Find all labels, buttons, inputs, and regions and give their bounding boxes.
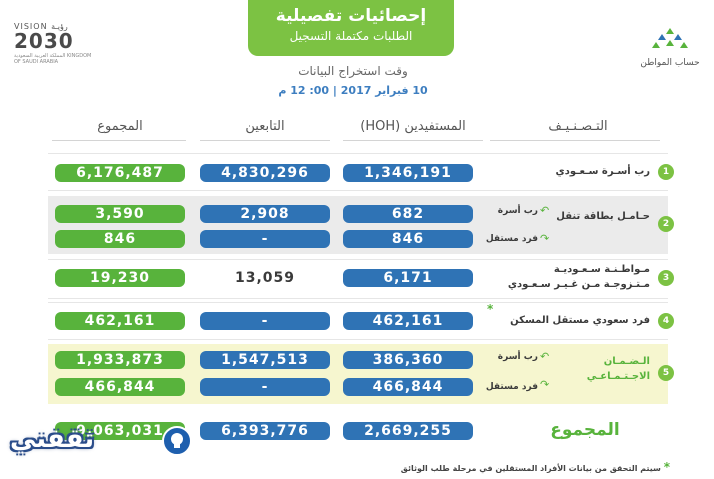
total-value: 462,161	[55, 312, 185, 330]
curved-arrow-icon: ↷	[540, 232, 550, 245]
dependents-value: 1,547,513	[200, 351, 330, 369]
dependents-value: -	[200, 230, 330, 248]
column-header-category: التـصـنـيـف	[548, 119, 608, 134]
row-category: الـضـمـان	[603, 356, 650, 367]
sub-category-label: رب أسرة	[497, 352, 538, 362]
citizen-mark-icon	[652, 28, 688, 48]
column-underline	[490, 140, 660, 141]
beneficiaries-value: 386,360	[343, 351, 473, 369]
grand-total-label: المجموع	[550, 420, 620, 440]
column-underline	[200, 140, 330, 141]
row-number-badge: 1	[658, 164, 674, 180]
extract-time-label: وقت استخراج البيانات	[298, 64, 408, 78]
page-title: إحصائيات تفصيلية	[275, 6, 427, 26]
column-header-dependents: التابعين	[245, 119, 285, 134]
row-category: حـامـل بطاقة تنقل	[556, 211, 650, 222]
dependents-value: 4,830,296	[200, 164, 330, 182]
beneficiaries-value: 846	[343, 230, 473, 248]
beneficiaries-value: 466,844	[343, 378, 473, 396]
row-number-badge: 2	[658, 216, 674, 232]
column-underline	[52, 140, 186, 141]
total-value: 19,230	[55, 269, 185, 287]
curved-arrow-icon: ↶	[540, 204, 550, 217]
sub-category-label: فرد مستقل	[485, 382, 538, 392]
vision-top-text: VISION رؤيـة	[14, 22, 68, 31]
dependents-value: -	[200, 312, 330, 330]
sub-category-label: رب أسرة	[497, 206, 538, 216]
row-category: الاجـتـمـاعـي	[586, 371, 650, 382]
row-number-badge: 3	[658, 270, 674, 286]
vision-subtitle: المملكة العربية السعودية KINGDOM OF SAUD…	[14, 53, 92, 65]
row-number-badge: 5	[658, 365, 674, 381]
footnote-text: سيتم التحقق من بيانات الأفراد المستقلين …	[400, 464, 661, 473]
dependents-value: 13,059	[234, 270, 296, 286]
grand-total-value: 9,063,031	[55, 422, 185, 440]
column-header-total: المجموع	[97, 119, 143, 134]
footnote-star: *	[487, 302, 494, 316]
watermark: ثقفني	[4, 416, 204, 472]
vision-year: 2030	[14, 29, 74, 53]
row-category: فرد سعودي مستقل المسكن	[510, 315, 650, 326]
dependents-value: -	[200, 378, 330, 396]
beneficiaries-value: 6,171	[343, 269, 473, 287]
total-value: 6,176,487	[55, 164, 185, 182]
total-value: 1,933,873	[55, 351, 185, 369]
page-subtitle: الطلبات مكتملة التسجيل	[289, 29, 413, 43]
curved-arrow-icon: ↶	[540, 350, 550, 363]
lightbulb-icon	[162, 426, 192, 456]
header-banner: إحصائيات تفصيلية الطلبات مكتملة التسجيل	[248, 0, 454, 56]
vision-2030-logo: VISION رؤيـة 2030 المملكة العربية السعود…	[14, 22, 94, 70]
footnote: * سيتم التحقق من بيانات الأفراد المستقلي…	[350, 460, 670, 474]
total-value: 466,844	[55, 378, 185, 396]
citizen-account-logo: حساب المواطن	[640, 26, 700, 76]
sub-category-label: فرد مستقل	[485, 234, 538, 244]
column-underline	[343, 140, 483, 141]
total-value: 3,590	[55, 205, 185, 223]
row-category: مـواطـنـة سـعـوديـة	[553, 264, 650, 275]
row-number-badge: 4	[658, 313, 674, 329]
extract-date: 10 فبراير 2017 | 00: 12 م	[278, 84, 428, 97]
dependents-value: 2,908	[200, 205, 330, 223]
citizen-account-name: حساب المواطن	[640, 58, 700, 68]
column-header-beneficiaries: المستفيدين (HOH)	[360, 119, 466, 134]
curved-arrow-icon: ↷	[540, 378, 550, 391]
total-dependents-value: 6,393,776	[200, 422, 330, 440]
beneficiaries-value: 682	[343, 205, 473, 223]
footnote-star: *	[663, 460, 670, 474]
total-value: 846	[55, 230, 185, 248]
beneficiaries-value: 462,161	[343, 312, 473, 330]
lightbulb-shape	[171, 433, 183, 448]
row-category: رب أسـرة سـعـودي	[555, 166, 650, 177]
total-beneficiaries-value: 2,669,255	[343, 422, 473, 440]
beneficiaries-value: 1,346,191	[343, 164, 473, 182]
watermark-text: ثقفني	[10, 424, 95, 454]
row-category: مـتـزوجـة مـن غـيـر سـعـودي	[507, 279, 650, 290]
